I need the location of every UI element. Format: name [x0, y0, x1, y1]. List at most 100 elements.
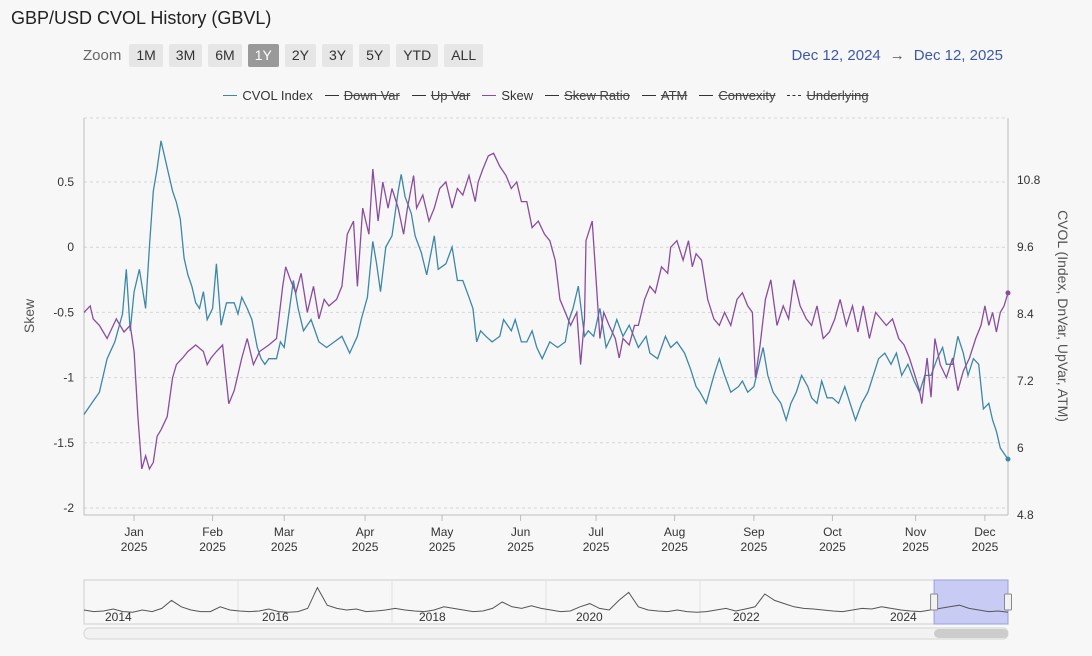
legend-up-var[interactable]: Up Var	[411, 88, 471, 103]
zoom-5y-button[interactable]: 5Y	[359, 44, 391, 67]
left-tick-0: -2	[63, 501, 74, 515]
x-tick-month-1: Feb	[202, 525, 223, 539]
legend-skew-swatch	[482, 95, 497, 96]
x-tick-year-5: 2025	[507, 540, 534, 554]
zoom-3m-button[interactable]: 3M	[168, 44, 203, 67]
legend-skew-label: Skew	[501, 88, 534, 103]
legend-upvar-swatch	[411, 95, 426, 96]
x-tick-month-7: Aug	[664, 525, 685, 539]
legend-atm[interactable]: ATM	[641, 88, 688, 103]
legend-underlying-label: Underlying	[806, 88, 869, 103]
x-tick-year-8: 2025	[741, 540, 768, 554]
legend-upvar-label: Up Var	[430, 88, 471, 103]
x-tick-month-9: Oct	[823, 525, 842, 539]
navigator-selection[interactable]	[933, 579, 1009, 625]
left-tick-5: 0.5	[57, 175, 74, 189]
navigator-scrollbar-track[interactable]	[83, 627, 1009, 640]
date-range: Dec 12, 2024 → Dec 12, 2025	[792, 47, 1003, 64]
x-tick-year-6: 2025	[583, 540, 610, 554]
x-tick-year-11: 2025	[972, 540, 999, 554]
x-tick-month-2: Mar	[274, 525, 295, 539]
x-tick-month-4: May	[431, 525, 454, 539]
x-tick-month-11: Dec	[974, 525, 995, 539]
legend-downvar-swatch	[324, 95, 339, 96]
zoom-2y-button[interactable]: 2Y	[284, 44, 316, 67]
chart-title: GBP/USD CVOL History (GBVL)	[11, 8, 272, 28]
zoom-ytd-button[interactable]: YTD	[396, 44, 439, 67]
navigator-handle-right[interactable]	[1004, 593, 1012, 611]
x-tick-year-1: 2025	[199, 540, 226, 554]
legend-atm-swatch	[641, 95, 656, 96]
x-tick-month-10: Nov	[905, 525, 926, 539]
right-tick-2: 7.2	[1017, 374, 1034, 388]
legend-atm-label: ATM	[660, 88, 688, 103]
legend-convexity[interactable]: Convexity	[699, 88, 775, 103]
date-range-from[interactable]: Dec 12, 2024	[791, 47, 881, 64]
date-range-arrow: →	[889, 47, 905, 64]
left-axis-title: Skew	[21, 298, 37, 333]
right-axis-ticks: 4.8 6 7.2 8.4 9.6 10.8	[1017, 173, 1041, 522]
x-tick-year-4: 2025	[429, 540, 456, 554]
right-tick-0: 4.8	[1017, 508, 1034, 522]
navigator-year-0: 2014	[105, 610, 132, 624]
legend-underlying[interactable]: Underlying	[787, 88, 869, 103]
navigator-year-3: 2020	[576, 610, 603, 624]
left-tick-3: -0.5	[53, 305, 74, 319]
x-tick-month-8: Sep	[743, 525, 765, 539]
x-tick-year-3: 2025	[352, 540, 379, 554]
x-tick-month-6: Jul	[588, 525, 603, 539]
legend-down-var[interactable]: Down Var	[324, 88, 400, 103]
right-tick-1: 6	[1017, 441, 1024, 455]
x-tick-year-7: 2025	[661, 540, 688, 554]
skew-line[interactable]	[83, 152, 1009, 471]
legend-downvar-label: Down Var	[343, 88, 400, 103]
zoom-all-button[interactable]: ALL	[444, 44, 484, 67]
navigator[interactable]: 2014 2016 2018 2020 2022 2024	[83, 579, 1012, 640]
navigator-year-5: 2024	[890, 610, 917, 624]
grid-lines	[84, 117, 1008, 509]
date-range-to[interactable]: Dec 12, 2025	[913, 47, 1003, 64]
legend-convexity-label: Convexity	[718, 88, 776, 103]
legend-cvol-swatch	[223, 95, 238, 96]
legend-cvol-index[interactable]: CVOL Index	[223, 88, 313, 103]
x-tick-month-3: Apr	[356, 525, 375, 539]
x-tick-year-9: 2025	[819, 540, 846, 554]
legend-skew-ratio[interactable]: Skew Ratio	[545, 88, 630, 103]
legend-skewratio-swatch	[545, 95, 560, 96]
x-tick-year-0: 2025	[121, 540, 148, 554]
right-tick-5: 10.8	[1017, 173, 1041, 187]
navigator-handle-left[interactable]	[930, 593, 939, 611]
navigator-year-1: 2016	[262, 610, 289, 624]
right-tick-4: 9.6	[1017, 240, 1034, 254]
left-axis-ticks: -2 -1.5 -1 -0.5 0 0.5	[53, 175, 74, 515]
right-tick-3: 8.4	[1017, 307, 1034, 321]
legend-skew[interactable]: Skew	[482, 88, 533, 103]
zoom-1m-button[interactable]: 1M	[129, 44, 163, 67]
x-tick-month-5: Jun	[511, 525, 530, 539]
right-axis-title: CVOL (Index, DnVar, UpVar, ATM)	[1055, 210, 1071, 422]
cvol-end-marker[interactable]	[1005, 456, 1011, 462]
navigator-year-4: 2022	[733, 610, 760, 624]
left-tick-4: 0	[67, 240, 74, 254]
navigator-grid	[237, 580, 855, 624]
cvol-index-line[interactable]	[83, 140, 1009, 460]
x-tick-year-10: 2025	[902, 540, 929, 554]
navigator-year-labels: 2014 2016 2018 2020 2022 2024	[105, 610, 917, 624]
x-tick-month-0: Jan	[124, 525, 143, 539]
navigator-scrollbar-thumb[interactable]	[934, 629, 1008, 638]
zoom-bar: Zoom 1M 3M 6M 1Y 2Y 3Y 5Y YTD ALL	[83, 44, 484, 67]
zoom-6m-button[interactable]: 6M	[208, 44, 242, 67]
skew-end-marker[interactable]	[1005, 290, 1011, 296]
legend: CVOL Index Down Var Up Var Skew Skew Rat…	[0, 88, 1092, 103]
legend-cvol-label: CVOL Index	[242, 88, 313, 103]
left-tick-1: -1.5	[53, 436, 74, 450]
legend-skewratio-label: Skew Ratio	[564, 88, 630, 103]
zoom-1y-button[interactable]: 1Y	[247, 44, 279, 67]
zoom-3y-button[interactable]: 3Y	[321, 44, 354, 67]
x-tick-year-2: 2025	[271, 540, 298, 554]
zoom-label: Zoom	[83, 47, 122, 64]
left-tick-2: -1	[63, 371, 74, 385]
navigator-year-2: 2018	[419, 610, 446, 624]
x-axis-ticks: Jan2025Feb2025Mar2025Apr2025May2025Jun20…	[121, 515, 999, 554]
